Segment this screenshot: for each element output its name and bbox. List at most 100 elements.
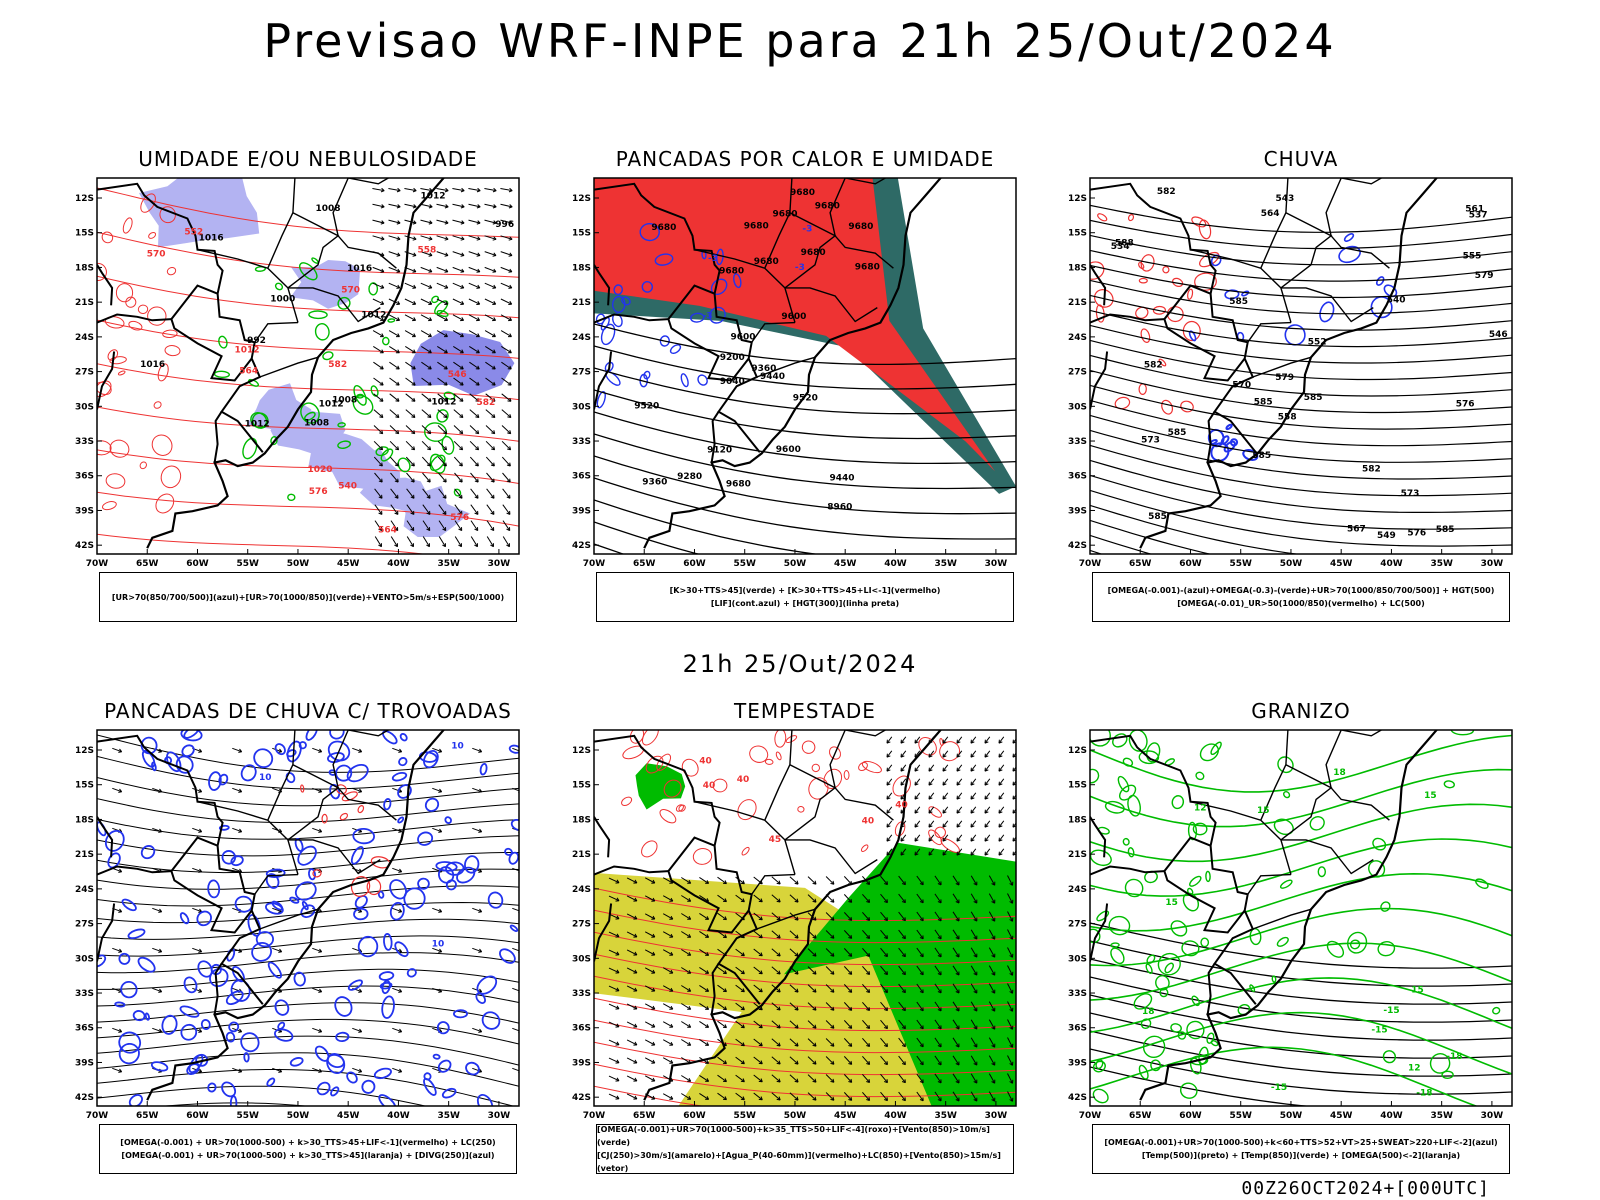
lat-tick-label: 18S xyxy=(572,815,591,825)
contour-label: 1016 xyxy=(199,233,224,243)
lon-tick-label: 45W xyxy=(337,559,360,569)
contour-label: 573 xyxy=(1401,489,1420,499)
lon-tick-label: 65W xyxy=(136,1111,159,1121)
contour-label: 9680 xyxy=(651,223,676,233)
lon-tick-label: 45W xyxy=(337,1111,360,1121)
coastline xyxy=(1139,178,1438,549)
contour-label: 9600 xyxy=(776,445,801,455)
contour-label: 1008 xyxy=(316,204,341,214)
contour-label: 1016 xyxy=(347,264,372,274)
lat-tick-label: 42S xyxy=(75,1093,94,1103)
lon-tick-label: 55W xyxy=(236,559,259,569)
state-border xyxy=(1260,178,1289,269)
legend-line: [UR>70(850/700/500)](azul)+[UR>70(1000/8… xyxy=(111,592,505,602)
contour-label: 9680 xyxy=(815,201,840,211)
contour-label: 1012 xyxy=(319,400,344,410)
map-frame xyxy=(1089,177,1513,555)
country-border xyxy=(594,903,613,962)
contour-label: 540 xyxy=(1387,296,1406,306)
lon-tick-label: 70W xyxy=(1079,559,1102,569)
country-border xyxy=(1090,182,1257,453)
contour-label: 15 xyxy=(1257,806,1270,816)
lon-tick-label: 60W xyxy=(186,1111,209,1121)
legend-line: [OMEGA(-0.001) + UR>70(1000-500) + k>30_… xyxy=(121,1151,495,1160)
lon-tick-label: 35W xyxy=(1430,559,1453,569)
lat-tick-label: 36S xyxy=(75,472,94,482)
footer-run-stamp: 00Z26OCT2024+[000UTC] xyxy=(1241,1178,1490,1199)
map-frame xyxy=(96,729,520,1107)
contour-label: 1012 xyxy=(245,419,270,429)
lon-tick-label: 45W xyxy=(834,1111,857,1121)
lat-tick-label: 21S xyxy=(75,850,94,860)
lon-tick-label: 65W xyxy=(1129,559,1152,569)
lat-tick-label: 21S xyxy=(572,850,591,860)
state-border xyxy=(764,730,793,821)
legend-chuva: [OMEGA(-0.001)-(azul)+OMEGA(-0.3)-(verde… xyxy=(1092,572,1510,622)
legend-line: [OMEGA(-0.01)_UR>50(1000/850)(vermelho) … xyxy=(1177,599,1425,608)
state-border xyxy=(784,839,878,875)
contour-label: 546 xyxy=(448,370,467,380)
lat-tick-label: 36S xyxy=(572,1024,591,1034)
map-pancadas: 9680 968096809680968096809680968096809680… xyxy=(572,177,1017,569)
lat-tick-label: 39S xyxy=(572,1058,591,1068)
lat-tick-label: 36S xyxy=(1068,472,1087,482)
contour-label: 558 xyxy=(1278,413,1297,423)
contour-label: -3 xyxy=(703,311,713,321)
lat-tick-label: 15S xyxy=(572,229,591,239)
state-border xyxy=(756,908,816,930)
lat-tick-label: 36S xyxy=(1068,1024,1087,1034)
contour-label: 534 xyxy=(1111,242,1130,252)
lat-tick-label: 12S xyxy=(572,746,591,756)
state-border xyxy=(784,212,837,289)
lon-tick-label: 55W xyxy=(733,559,756,569)
contour-label: 576 xyxy=(1407,529,1426,539)
state-border xyxy=(1247,321,1292,343)
contour-label: 40 xyxy=(737,775,750,785)
map-granizo: -15 -15 18 15 12 12 18 15 -15 15 -18 -18 15 12S 15S 18S… xyxy=(1068,729,1513,1121)
contour-label: 576 xyxy=(309,487,328,497)
contour-label: 585 xyxy=(1254,397,1273,407)
contour-label: -15 xyxy=(1271,1083,1287,1093)
lon-tick-label: 70W xyxy=(583,1111,606,1121)
contour-label: 9120 xyxy=(707,446,732,456)
country-border xyxy=(594,816,611,858)
state-border xyxy=(197,249,299,323)
state-border xyxy=(1280,287,1374,323)
lat-tick-label: 24S xyxy=(572,333,591,343)
lon-tick-label: 65W xyxy=(1129,1111,1152,1121)
contour-label: 8960 xyxy=(827,503,852,513)
map-frame xyxy=(593,729,1017,1107)
contour-label: 1008 xyxy=(304,418,329,428)
contour-label: 9680 xyxy=(744,222,769,232)
legend-tempestade: [OMEGA(-0.001)+UR>70(1000-500)+k>35_TTS>… xyxy=(596,1124,1014,1174)
panel-title-umidade: UMIDADE E/OU NEBULOSIDADE xyxy=(138,147,478,171)
contour-label: 576 xyxy=(450,513,469,523)
lon-tick-label: 50W xyxy=(287,1111,310,1121)
state-border xyxy=(287,764,340,841)
lat-tick-label: 24S xyxy=(1068,333,1087,343)
lat-tick-label: 33S xyxy=(572,437,591,447)
state-border xyxy=(259,908,319,930)
contour-label: 579 xyxy=(1475,271,1494,281)
contour-label: 40 xyxy=(699,756,712,766)
lat-tick-label: 42S xyxy=(572,541,591,551)
state-border xyxy=(829,730,887,788)
map-frame xyxy=(96,177,520,555)
lon-tick-label: 60W xyxy=(683,559,706,569)
legend-line: [OMEGA(-0.001)-(azul)+OMEGA(-0.3)-(verde… xyxy=(1107,586,1495,595)
contour-label: 15 xyxy=(1165,898,1178,908)
contour-label: 585 xyxy=(1304,393,1323,403)
lon-tick-label: 30W xyxy=(1481,1111,1504,1121)
lon-tick-label: 40W xyxy=(1380,1111,1403,1121)
lat-tick-label: 15S xyxy=(75,781,94,791)
legend-trovoadas: [OMEGA(-0.001) + UR>70(1000-500) + k>30_… xyxy=(99,1124,517,1174)
contour-label: 40 xyxy=(895,800,908,810)
lat-tick-label: 24S xyxy=(75,333,94,343)
contour-label: 40 xyxy=(862,817,875,827)
lat-tick-label: 39S xyxy=(75,1058,94,1068)
lat-tick-label: 18S xyxy=(1068,263,1087,273)
contour-label: 558 xyxy=(418,245,437,255)
lon-tick-label: 45W xyxy=(1330,559,1353,569)
contour-label: 9520 xyxy=(793,393,818,403)
